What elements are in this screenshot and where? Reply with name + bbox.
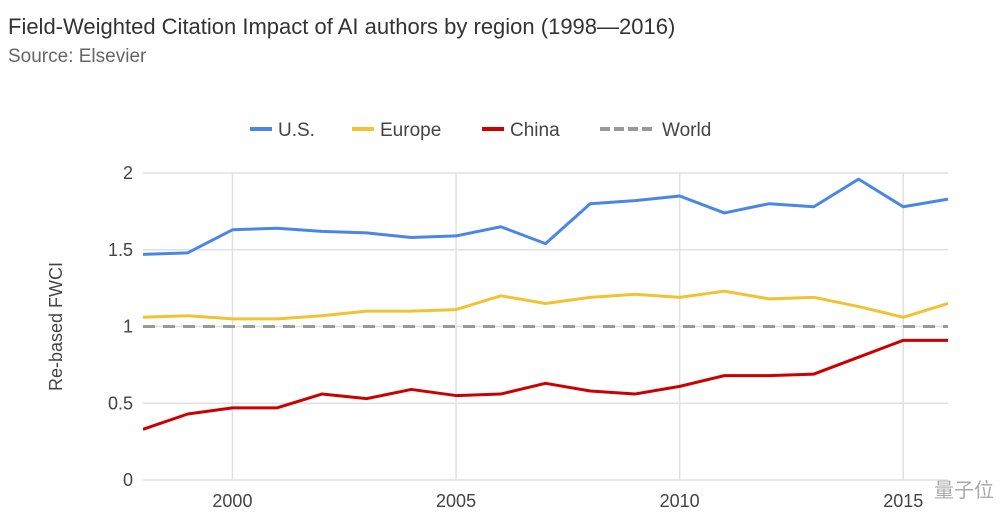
x-tick-label: 2015 xyxy=(883,491,923,511)
y-axis-label: Re-based FWCI xyxy=(46,262,66,391)
series-line-china xyxy=(142,338,948,431)
legend-label: U.S. xyxy=(278,120,315,141)
y-tick-label: 1 xyxy=(123,317,133,337)
y-tick-label: 0.5 xyxy=(108,393,133,413)
y-tick-label: 2 xyxy=(123,163,133,183)
legend-label: Europe xyxy=(380,120,441,141)
watermark: 量子位 xyxy=(934,480,994,502)
legend-label: China xyxy=(510,120,560,141)
chart-subtitle: Source: Elsevier xyxy=(8,46,147,67)
series-line-us xyxy=(142,177,949,256)
chart-title: Field-Weighted Citation Impact of AI aut… xyxy=(8,14,676,39)
x-tick-label: 2000 xyxy=(212,491,252,511)
series-line-europe xyxy=(142,289,949,321)
legend-label: World xyxy=(662,120,711,141)
x-tick-label: 2010 xyxy=(660,491,700,511)
y-tick-label: 0 xyxy=(123,470,133,490)
x-tick-label: 2005 xyxy=(436,491,476,511)
y-tick-label: 1.5 xyxy=(108,240,133,260)
